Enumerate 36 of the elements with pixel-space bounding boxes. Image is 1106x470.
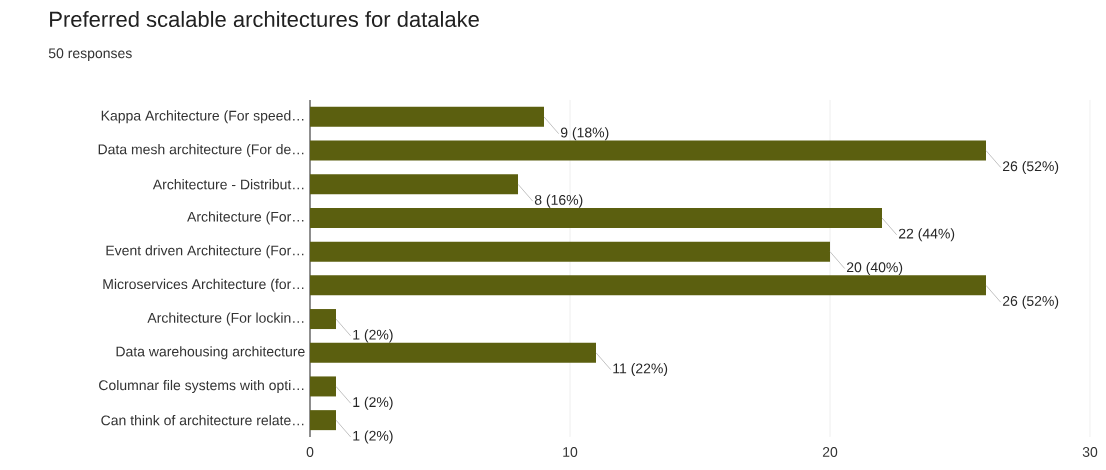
x-tick-label: 10: [563, 447, 578, 457]
data-label: 1 (2%): [353, 396, 393, 410]
bar: [310, 241, 830, 262]
bar: [310, 174, 518, 195]
data-label: 1 (2%): [353, 329, 393, 343]
bar: [310, 410, 337, 431]
data-label: 26 (52%): [1002, 295, 1059, 309]
data-label: 20 (40%): [846, 261, 903, 276]
bar: [310, 106, 544, 127]
data-label: 9 (18%): [560, 127, 609, 141]
y-tick-label: Can think of architecture relate…: [101, 415, 304, 426]
text: 50 responses: [48, 48, 132, 61]
bar: [310, 309, 337, 330]
data-label: 8 (16%): [534, 194, 583, 208]
y-tick-label: Data warehousing architecture: [116, 346, 305, 360]
data-label: 1 (2%): [353, 430, 393, 444]
data-label: 11 (22%): [613, 363, 668, 377]
x-tick-label: 30: [1082, 447, 1098, 457]
y-tick-label: Microservices Architecture (for…: [103, 278, 304, 292]
bar: [310, 376, 337, 397]
chart-title: Preferred scalable architectures for datalake: [50, 10, 479, 28]
bar: [310, 207, 882, 228]
y-tick-label: Data mesh architecture (For de…: [98, 144, 304, 158]
y-tick-label: Event driven Architecture (For…: [106, 245, 304, 259]
y-tick-label: Kappa Architecture (For speed…: [101, 110, 304, 124]
data-label: 26 (52%): [1002, 160, 1059, 174]
y-tick-label: Architecture (For…: [187, 211, 304, 225]
y-tick-label: Architecture (For lockin…: [147, 312, 304, 326]
bar: [310, 140, 986, 161]
x-tick-label: 0: [306, 447, 314, 457]
x-tick-label: 20: [822, 447, 838, 457]
bar: [310, 275, 986, 296]
data-label: 22 (44%): [898, 228, 955, 242]
y-tick-label: Architecture - Distribut…: [152, 179, 304, 190]
y-tick-label: Columnar file systems with opti…: [99, 379, 304, 393]
bar: [310, 342, 596, 363]
